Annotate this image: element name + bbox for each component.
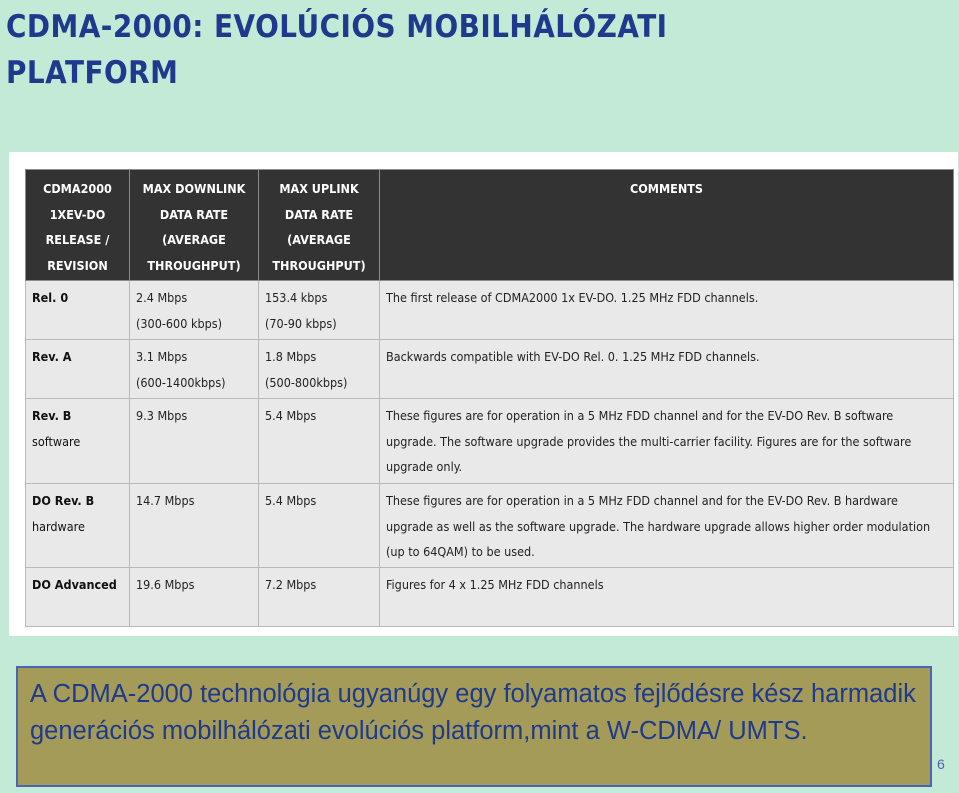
release-name: Rev. A — [32, 349, 72, 364]
uplink-cell: 7.2 Mbps — [258, 566, 380, 627]
downlink-rate: 19.6 Mbps — [136, 576, 195, 592]
release-name: DO Advanced — [32, 576, 117, 592]
page-title: CDMA-2000: EVOLÚCIÓS MOBILHÁLÓZATI PLATF… — [6, 9, 668, 91]
downlink-rate: 9.3 Mbps — [136, 408, 188, 423]
table-row: Rev. B software 9.3 Mbps 5.4 Mbps These … — [25, 398, 954, 484]
downlink-rate: 3.1 Mbps — [136, 349, 188, 364]
comment-cell: Figures for 4 x 1.25 MHz FDD channels — [379, 566, 954, 627]
slide-number: 6 — [937, 756, 945, 772]
release-variant: hardware — [32, 518, 85, 534]
release-variant: software — [32, 433, 81, 449]
downlink-cell: 3.1 Mbps (600-1400kbps) — [129, 339, 259, 399]
uplink-cell: 1.8 Mbps (500-800kbps) — [258, 339, 380, 399]
table-row: DO Advanced 19.6 Mbps 7.2 Mbps Figures f… — [25, 566, 954, 627]
release-table: CDMA2000 1XEV-DO RELEASE / REVISION MAX … — [25, 169, 954, 627]
header-comments: COMMENTS — [379, 169, 954, 281]
uplink-rate: 1.8 Mbps — [265, 349, 317, 364]
table-row: DO Rev. B hardware 14.7 Mbps 5.4 Mbps Th… — [25, 483, 954, 568]
uplink-cell: 5.4 Mbps — [258, 398, 380, 484]
downlink-cell: 19.6 Mbps — [129, 566, 259, 627]
release-cell: Rel. 0 — [25, 280, 130, 340]
uplink-cell: 153.4 kbps (70-90 kbps) — [258, 280, 380, 340]
table-panel: CDMA2000 1XEV-DO RELEASE / REVISION MAX … — [9, 152, 958, 636]
downlink-cell: 14.7 Mbps — [129, 483, 259, 568]
uplink-rate: 7.2 Mbps — [265, 576, 317, 592]
header-downlink: MAX DOWNLINK DATA RATE (AVERAGE THROUGHP… — [129, 169, 259, 281]
downlink-cell: 9.3 Mbps — [129, 398, 259, 484]
comment-cell: These figures are for operation in a 5 M… — [379, 483, 954, 568]
table-row: Rel. 0 2.4 Mbps (300-600 kbps) 153.4 kbp… — [25, 280, 954, 340]
table-row: Rev. A 3.1 Mbps (600-1400kbps) 1.8 Mbps … — [25, 339, 954, 399]
comment-cell: The first release of CDMA2000 1x EV-DO. … — [379, 280, 954, 340]
uplink-rate: 5.4 Mbps — [265, 408, 317, 423]
comment-cell: These figures are for operation in a 5 M… — [379, 398, 954, 484]
uplink-rate: 5.4 Mbps — [265, 493, 317, 508]
downlink-rate: 14.7 Mbps — [136, 493, 195, 508]
uplink-average: (70-90 kbps) — [265, 315, 337, 331]
downlink-average: (600-1400kbps) — [136, 374, 226, 390]
header-release: CDMA2000 1XEV-DO RELEASE / REVISION — [25, 169, 130, 281]
downlink-average: (300-600 kbps) — [136, 315, 222, 331]
comment-cell: Backwards compatible with EV-DO Rel. 0. … — [379, 339, 954, 399]
downlink-rate: 2.4 Mbps — [136, 290, 188, 305]
release-name: DO Rev. B — [32, 493, 95, 508]
release-cell: DO Advanced — [25, 566, 130, 627]
release-cell: Rev. B software — [25, 398, 130, 484]
table-header-row: CDMA2000 1XEV-DO RELEASE / REVISION MAX … — [25, 169, 954, 281]
summary-callout: A CDMA-2000 technológia ugyanúgy egy fol… — [16, 666, 932, 787]
uplink-average: (500-800kbps) — [265, 374, 348, 390]
release-name: Rel. 0 — [32, 290, 69, 305]
uplink-rate: 153.4 kbps — [265, 290, 328, 305]
release-cell: DO Rev. B hardware — [25, 483, 130, 568]
header-uplink: MAX UPLINK DATA RATE (AVERAGE THROUGHPUT… — [258, 169, 380, 281]
release-cell: Rev. A — [25, 339, 130, 399]
uplink-cell: 5.4 Mbps — [258, 483, 380, 568]
downlink-cell: 2.4 Mbps (300-600 kbps) — [129, 280, 259, 340]
release-name: Rev. B — [32, 408, 72, 423]
